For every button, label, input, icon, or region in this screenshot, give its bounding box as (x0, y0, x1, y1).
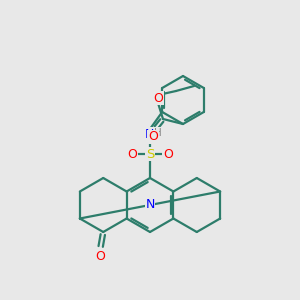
Text: O: O (127, 148, 137, 160)
Text: O: O (153, 92, 163, 104)
Text: N: N (144, 128, 154, 140)
Text: H: H (154, 128, 162, 138)
Text: O: O (95, 250, 105, 263)
Text: S: S (146, 148, 154, 160)
Text: O: O (163, 148, 173, 160)
Text: N: N (145, 199, 155, 212)
Text: O: O (148, 130, 158, 143)
